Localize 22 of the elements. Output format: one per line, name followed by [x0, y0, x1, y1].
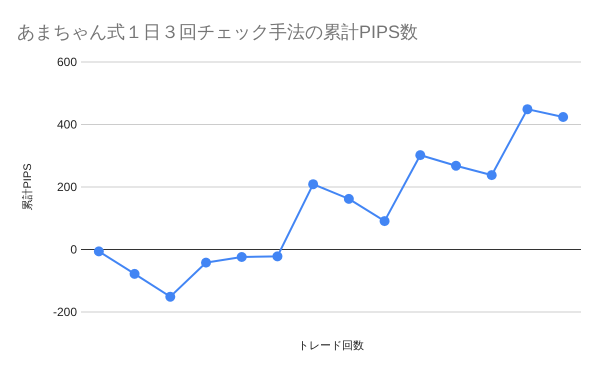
- chart-title: あまちゃん式１日３回チェック手法の累計PIPS数: [17, 22, 418, 42]
- y-tick-label: 400: [56, 118, 78, 132]
- point: [380, 216, 390, 226]
- point: [130, 268, 140, 279]
- point: [451, 160, 461, 171]
- y-axis-title: 累計PIPS: [21, 163, 34, 211]
- point: [522, 104, 532, 114]
- point: [344, 194, 354, 204]
- x-axis-title: トレード回数: [298, 340, 364, 352]
- point: [486, 170, 497, 180]
- point: [558, 112, 568, 122]
- y-tick-label: 200: [56, 180, 78, 194]
- point: [201, 258, 211, 268]
- y-tick-label: -200: [52, 305, 78, 319]
- y-tick-label: 0: [70, 242, 78, 256]
- point: [165, 292, 176, 302]
- point: [272, 251, 282, 262]
- point: [94, 246, 104, 256]
- point: [308, 179, 318, 190]
- point: [415, 150, 426, 160]
- y-tick-label: 600: [56, 55, 78, 69]
- point: [236, 252, 247, 262]
